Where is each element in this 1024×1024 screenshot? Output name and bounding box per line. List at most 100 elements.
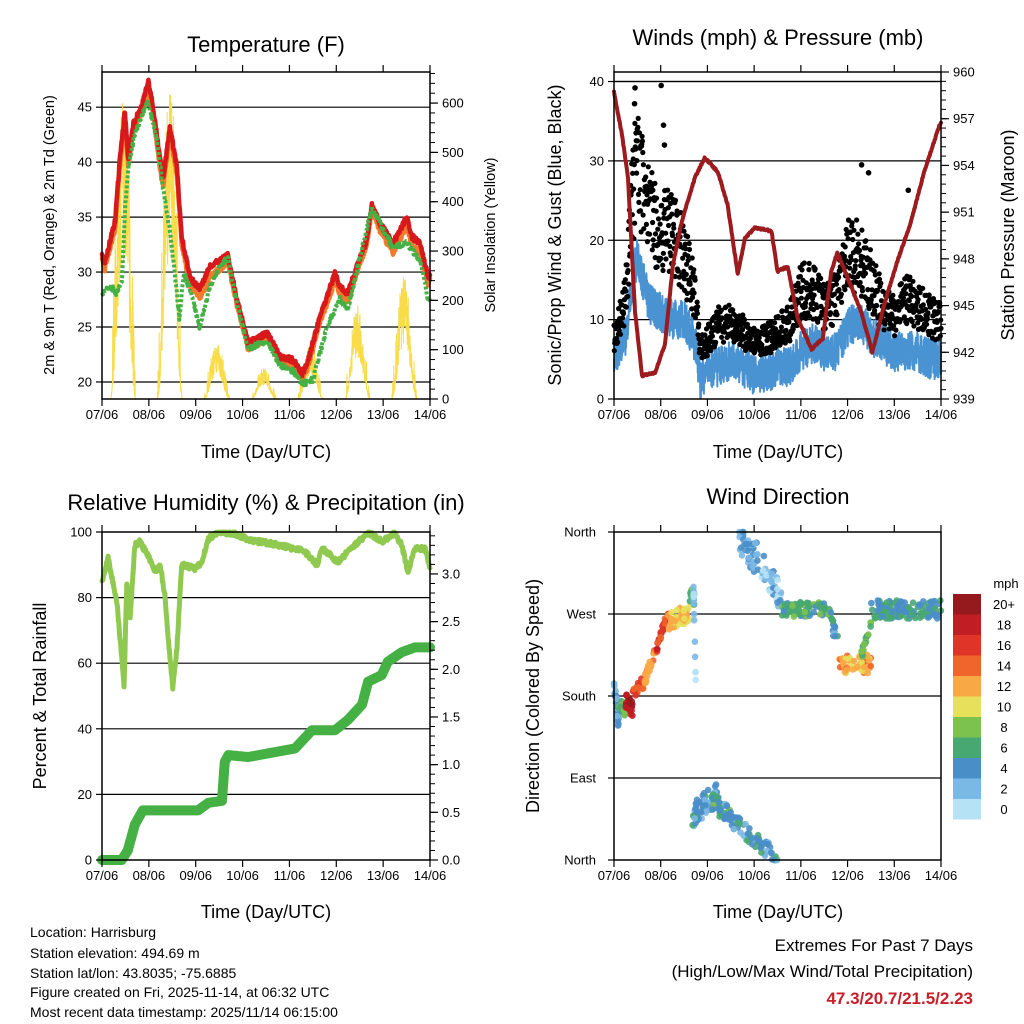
direction-point bbox=[873, 613, 880, 621]
gust-point bbox=[681, 228, 687, 234]
direction-point bbox=[744, 830, 752, 837]
gust-point bbox=[681, 276, 687, 282]
gust-point bbox=[709, 333, 716, 339]
direction-point bbox=[667, 616, 675, 623]
gust-point bbox=[639, 133, 645, 139]
right-y-tick-label: 942 bbox=[953, 345, 975, 360]
direction-point bbox=[730, 825, 738, 833]
x-tick-label: 11/06 bbox=[785, 407, 817, 422]
gust-point bbox=[632, 85, 638, 91]
pressure-line bbox=[612, 89, 943, 379]
x-tick-label: 14/06 bbox=[414, 407, 447, 422]
direction-point bbox=[902, 608, 909, 616]
gust-point bbox=[842, 287, 848, 293]
axes: 07/06 08/06 09/06 10/06 11/06 12/06 13/06 14/06… bbox=[562, 525, 957, 884]
gust-point bbox=[686, 240, 692, 247]
direction-point bbox=[867, 623, 874, 630]
direction-point bbox=[816, 611, 824, 618]
right-y-tick-label: 1.5 bbox=[442, 709, 460, 724]
gust-point bbox=[663, 230, 669, 236]
gust-point bbox=[660, 267, 666, 274]
temperature-ylabel: 2m & 9m T (Red, Orange) & 2m Td (Green) bbox=[42, 95, 58, 375]
direction-point bbox=[759, 567, 767, 574]
gust-point bbox=[783, 327, 789, 333]
gust-point bbox=[815, 319, 821, 325]
gust-point bbox=[640, 162, 647, 168]
y-tick-label: 10 bbox=[590, 312, 604, 327]
gust-point bbox=[841, 253, 848, 259]
direction-point bbox=[749, 841, 756, 848]
y-tick-label: North bbox=[564, 525, 596, 540]
legend-label: 18 bbox=[997, 618, 1011, 633]
gust-point bbox=[666, 222, 672, 229]
x-tick-label: 13/06 bbox=[878, 407, 911, 422]
gust-point bbox=[865, 169, 872, 176]
gust-point bbox=[836, 287, 842, 293]
gust-point bbox=[635, 124, 641, 130]
direction-point bbox=[831, 632, 839, 640]
gust-point bbox=[831, 291, 838, 297]
gust-point bbox=[655, 226, 661, 232]
gust-point bbox=[704, 353, 710, 359]
y-tick-label: 40 bbox=[78, 155, 92, 170]
gust-point bbox=[779, 308, 785, 314]
x-tick-label: 08/06 bbox=[133, 407, 166, 422]
gust-point bbox=[845, 236, 851, 242]
wind-direction-ylabel: Direction (Colored By Speed) bbox=[523, 579, 543, 813]
y-tick-label: East bbox=[570, 771, 596, 786]
y-tick-label: North bbox=[564, 853, 596, 868]
gust-point bbox=[859, 288, 866, 294]
y-tick-label: 35 bbox=[78, 210, 92, 225]
gust-point bbox=[694, 299, 700, 305]
gust-point bbox=[876, 271, 882, 277]
direction-points bbox=[610, 528, 945, 864]
x-tick-label: 12/06 bbox=[831, 868, 864, 883]
direction-point bbox=[723, 802, 731, 810]
direction-point bbox=[753, 551, 760, 559]
winds-chart-title: Winds (mph) & Pressure (mb) bbox=[633, 25, 924, 50]
gust-point bbox=[741, 317, 748, 323]
temperature-plot: 07/06 08/06 09/06 10/06 11/06 12/06 13/06 14/06… bbox=[78, 65, 464, 422]
direction-point bbox=[814, 601, 822, 608]
right-y-tick-label: 0.5 bbox=[442, 805, 460, 820]
gust-point bbox=[667, 243, 673, 249]
gust-point bbox=[863, 245, 869, 251]
gust-point bbox=[851, 227, 857, 233]
gust-point bbox=[636, 199, 642, 205]
right-y-tick-label: 0.0 bbox=[442, 853, 460, 868]
gust-point bbox=[659, 202, 665, 208]
direction-point bbox=[919, 607, 927, 615]
direction-point bbox=[789, 602, 796, 609]
gust-point bbox=[882, 321, 888, 327]
gust-point bbox=[818, 303, 824, 309]
axes: 07/06 08/06 09/06 10/06 11/06 12/06 13/06 14/06… bbox=[78, 65, 464, 422]
gust-point bbox=[926, 292, 932, 298]
gust-point bbox=[872, 272, 878, 278]
direction-point bbox=[692, 668, 699, 676]
legend-swatch bbox=[953, 594, 981, 615]
y-tick-label: West bbox=[567, 607, 597, 622]
gust-point bbox=[726, 302, 732, 308]
gust-point bbox=[854, 217, 860, 223]
direction-point bbox=[821, 606, 829, 614]
y-tick-label: 25 bbox=[78, 320, 92, 335]
x-tick-label: 12/06 bbox=[320, 868, 353, 883]
gust-point bbox=[730, 307, 736, 313]
gust-point bbox=[631, 186, 637, 192]
plot-area bbox=[97, 529, 435, 865]
wind-direction-plot: 07/06 08/06 09/06 10/06 11/06 12/06 13/06 14/06… bbox=[562, 525, 957, 884]
direction-point bbox=[681, 615, 688, 622]
gust-point bbox=[838, 291, 844, 297]
right-y-tick-label: 954 bbox=[953, 158, 975, 173]
gust-point bbox=[857, 270, 863, 276]
legend-swatch bbox=[953, 676, 981, 697]
gust-point bbox=[806, 260, 812, 266]
direction-point bbox=[735, 819, 743, 827]
solar-insolation-line bbox=[344, 305, 371, 400]
gust-point bbox=[668, 200, 674, 207]
gust-point bbox=[689, 294, 696, 300]
gust-point bbox=[803, 300, 809, 306]
gust-point bbox=[905, 187, 912, 194]
legend-swatch bbox=[953, 758, 981, 779]
direction-point bbox=[850, 657, 858, 665]
